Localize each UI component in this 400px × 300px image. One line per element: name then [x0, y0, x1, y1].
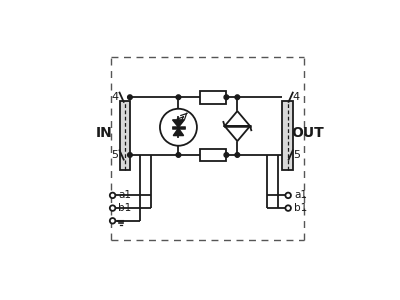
- Polygon shape: [225, 111, 250, 126]
- Text: 5: 5: [112, 150, 118, 160]
- Circle shape: [110, 205, 115, 211]
- Polygon shape: [172, 120, 184, 127]
- Text: b1: b1: [118, 203, 132, 213]
- Text: 4: 4: [111, 92, 118, 102]
- Circle shape: [285, 193, 291, 198]
- Bar: [200, 148, 226, 161]
- Circle shape: [110, 218, 115, 224]
- Text: a1: a1: [118, 190, 131, 200]
- Text: 5: 5: [293, 150, 300, 160]
- Circle shape: [285, 205, 291, 211]
- Text: OUT: OUT: [292, 126, 324, 140]
- Circle shape: [110, 193, 115, 198]
- Text: a1: a1: [294, 190, 307, 200]
- Circle shape: [235, 153, 240, 157]
- Bar: [200, 91, 226, 103]
- FancyBboxPatch shape: [120, 101, 130, 170]
- FancyBboxPatch shape: [282, 101, 293, 170]
- Circle shape: [235, 95, 240, 100]
- Text: IN: IN: [96, 126, 113, 140]
- Polygon shape: [173, 128, 184, 136]
- Circle shape: [128, 95, 132, 100]
- Circle shape: [176, 153, 181, 157]
- Text: b1: b1: [294, 203, 307, 213]
- Polygon shape: [225, 126, 250, 141]
- Circle shape: [160, 109, 197, 146]
- Circle shape: [128, 153, 132, 157]
- Circle shape: [224, 95, 229, 100]
- Circle shape: [176, 95, 181, 100]
- Circle shape: [224, 153, 229, 157]
- Text: 4: 4: [293, 92, 300, 102]
